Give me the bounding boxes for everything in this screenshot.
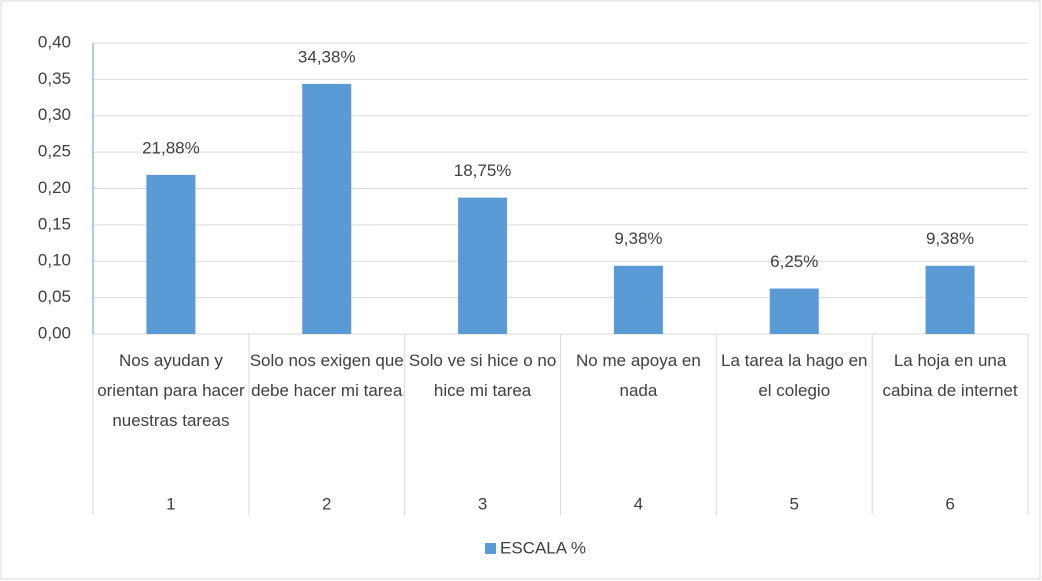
bar bbox=[458, 197, 508, 334]
x-tick-label: La tarea la hago en el colegio bbox=[720, 351, 868, 400]
x-group-label: 2 bbox=[322, 494, 331, 513]
bar bbox=[769, 288, 819, 334]
x-tick-label: La hoja en una cabina de internet bbox=[882, 351, 1018, 400]
y-tick-label: 0,10 bbox=[38, 251, 71, 270]
value-label: 18,75% bbox=[454, 161, 512, 180]
value-label: 9,38% bbox=[926, 229, 974, 248]
x-group-label: 4 bbox=[634, 494, 643, 513]
y-tick-label: 0,05 bbox=[38, 287, 71, 306]
x-tick-label: Nos ayudan y orientan para hacer nuestra… bbox=[97, 351, 245, 430]
y-tick-label: 0,35 bbox=[38, 69, 71, 88]
y-tick-label: 0,25 bbox=[38, 142, 71, 161]
x-tick-label: No me apoya en nada bbox=[576, 351, 701, 400]
value-label: 21,88% bbox=[142, 138, 200, 157]
y-tick-label: 0,15 bbox=[38, 214, 71, 233]
x-tick-label: Solo nos exigen que debe hacer mi tarea bbox=[249, 351, 404, 400]
y-tick-label: 0,30 bbox=[38, 105, 71, 124]
y-tick-label: 0,40 bbox=[38, 32, 71, 51]
value-label: 34,38% bbox=[298, 47, 356, 66]
y-tick-label: 0,20 bbox=[38, 178, 71, 197]
bar bbox=[302, 83, 352, 334]
legend-swatch bbox=[485, 543, 496, 554]
x-tick-label: Solo ve si hice o no hice mi tarea bbox=[408, 351, 557, 400]
bar bbox=[925, 265, 975, 334]
bar bbox=[146, 174, 196, 334]
legend-label: ESCALA % bbox=[500, 538, 586, 557]
x-group-label: 5 bbox=[790, 494, 799, 513]
x-group-label: 1 bbox=[166, 494, 175, 513]
x-group-label: 3 bbox=[478, 494, 487, 513]
y-tick-label: 0,00 bbox=[38, 323, 71, 342]
x-group-label: 6 bbox=[945, 494, 954, 513]
bar bbox=[613, 265, 663, 334]
value-label: 6,25% bbox=[770, 252, 818, 271]
value-label: 9,38% bbox=[614, 229, 662, 248]
